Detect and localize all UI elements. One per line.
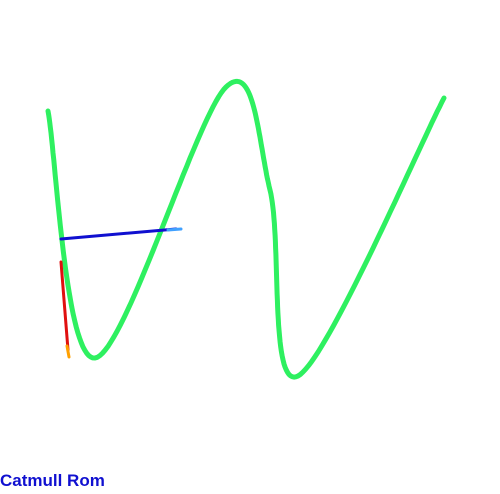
tangent-vector	[59, 260, 70, 352]
spline-type-label: Catmull Rom	[0, 471, 105, 490]
catmull-rom-curve	[45, 78, 447, 380]
tangent-vector-tip	[65, 344, 71, 359]
normal-vector	[59, 227, 178, 241]
normal-vector-tip	[166, 227, 183, 232]
